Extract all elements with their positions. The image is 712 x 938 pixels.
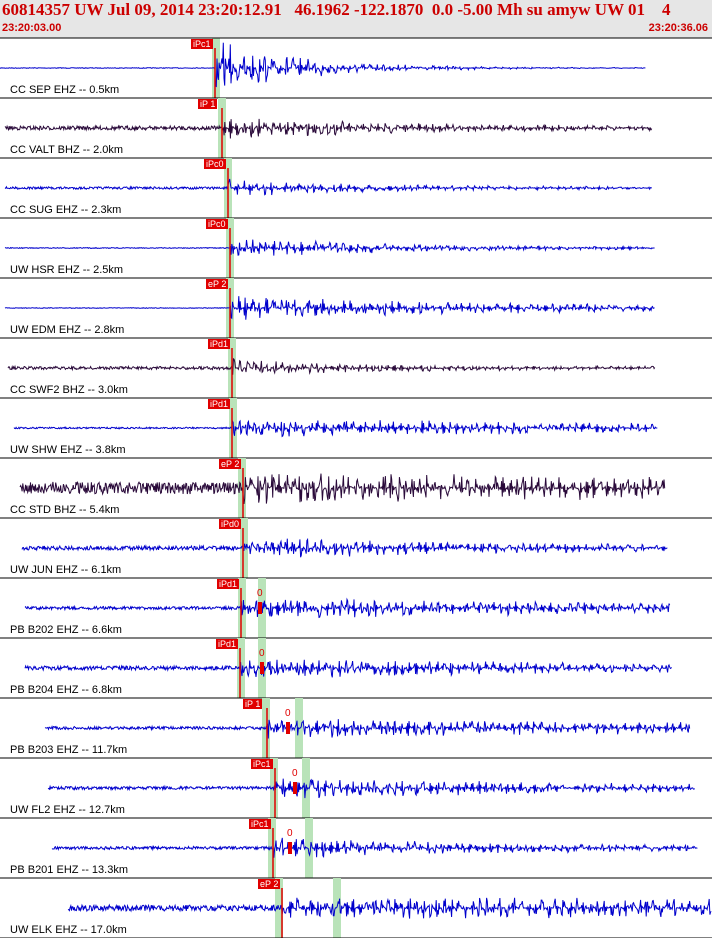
trace-row xyxy=(0,698,712,759)
trace-row xyxy=(0,278,712,339)
waveform xyxy=(67,897,712,919)
event-title: 60814357 UW Jul 09, 2014 23:20:12.91 46.… xyxy=(2,0,671,19)
pick-label: eP 2 xyxy=(258,879,281,889)
waveform xyxy=(19,473,666,505)
s-pick-label: 0 xyxy=(287,828,293,839)
s-pick-marker xyxy=(288,842,292,854)
station-label: CC STD BHZ -- 5.4km xyxy=(10,504,120,516)
station-label: UW EDM EHZ -- 2.8km xyxy=(10,324,125,336)
pick-label: iPd0 xyxy=(219,519,242,529)
waveform xyxy=(13,419,658,438)
time-end: 23:20:36.06 xyxy=(648,22,708,34)
station-label: CC SEP EHZ -- 0.5km xyxy=(10,84,120,96)
s-pick-label: 0 xyxy=(257,588,263,599)
pick-label: iPc1 xyxy=(251,759,273,769)
waveform xyxy=(4,118,653,139)
s-pick-marker xyxy=(293,782,297,794)
pick-label: eP 2 xyxy=(206,279,229,289)
pick-label: eP 2 xyxy=(219,459,242,469)
trace-row xyxy=(0,758,712,819)
waveform xyxy=(0,42,646,88)
waveform xyxy=(51,837,698,859)
trace-row xyxy=(0,818,712,879)
time-start: 23:20:03.00 xyxy=(2,22,62,34)
trace-row xyxy=(0,218,712,279)
pick-label: iPd1 xyxy=(208,339,231,349)
station-label: CC SWF2 BHZ -- 3.0km xyxy=(10,384,128,396)
trace-row xyxy=(0,338,712,399)
station-label: PB B203 EHZ -- 11.7km xyxy=(10,744,128,756)
station-label: CC SUG EHZ -- 2.3km xyxy=(10,204,122,216)
s-pick-marker xyxy=(286,722,290,734)
waveform xyxy=(24,597,671,619)
trace-row xyxy=(0,98,712,159)
p-pick-band xyxy=(212,38,220,98)
header-bar: 60814357 UW Jul 09, 2014 23:20:12.91 46.… xyxy=(0,0,712,38)
station-label: UW FL2 EHZ -- 12.7km xyxy=(10,804,125,816)
waveform xyxy=(21,537,668,558)
waveform xyxy=(47,778,695,799)
s-pick-label: 0 xyxy=(292,768,298,779)
pick-label: iPd1 xyxy=(208,399,231,409)
s-pick-band xyxy=(305,818,313,878)
s-pick-label: 0 xyxy=(259,648,265,659)
station-label: PB B201 EHZ -- 13.3km xyxy=(10,864,128,876)
trace-row xyxy=(0,638,712,699)
trace-row xyxy=(0,398,712,459)
station-label: PB B204 EHZ -- 6.8km xyxy=(10,684,122,696)
trace-row xyxy=(0,158,712,219)
s-pick-label: 0 xyxy=(285,708,291,719)
pick-label: iPd1 xyxy=(217,579,240,589)
station-label: UW SHW EHZ -- 3.8km xyxy=(10,444,126,456)
station-label: UW JUN EHZ -- 6.1km xyxy=(10,564,122,576)
waveform xyxy=(4,178,652,196)
waveform xyxy=(44,719,691,739)
pick-label: iP 1 xyxy=(243,699,263,709)
pick-label: iP 1 xyxy=(198,99,218,109)
pick-label: iPc0 xyxy=(206,219,228,229)
waveform xyxy=(4,239,655,256)
pick-label: iPc0 xyxy=(204,159,226,169)
trace-row xyxy=(0,38,712,99)
pick-label: iPc1 xyxy=(191,39,213,49)
station-label: UW HSR EHZ -- 2.5km xyxy=(10,264,124,276)
waveform xyxy=(7,357,656,375)
station-label: CC VALT BHZ -- 2.0km xyxy=(10,144,124,156)
pick-label: iPc1 xyxy=(249,819,271,829)
waveform xyxy=(4,296,655,320)
trace-row xyxy=(0,518,712,579)
s-pick-marker xyxy=(260,662,264,674)
station-label: UW ELK EHZ -- 17.0km xyxy=(10,924,127,936)
s-pick-marker xyxy=(258,602,262,614)
trace-row xyxy=(0,578,712,639)
trace-row xyxy=(0,458,712,519)
waveform xyxy=(24,659,673,678)
s-pick-band xyxy=(333,878,341,938)
trace-row xyxy=(0,878,712,938)
pick-label: iPd1 xyxy=(216,639,239,649)
station-label: PB B202 EHZ -- 6.6km xyxy=(10,624,122,636)
